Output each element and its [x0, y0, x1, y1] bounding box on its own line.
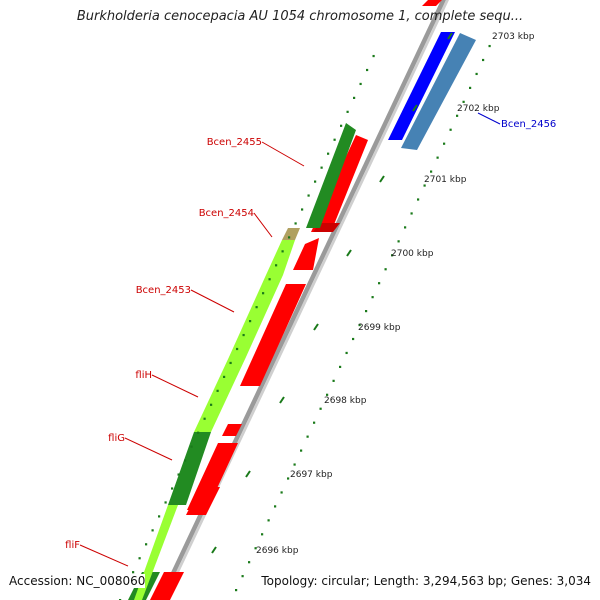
- tick-mark: [412, 104, 418, 112]
- gene-leader-line: [261, 141, 305, 167]
- tick-label: 2700 kbp: [391, 249, 434, 259]
- gene-label: Bcen_2453: [136, 285, 191, 296]
- gene-label: Bcen_2455: [207, 137, 262, 148]
- tick-mark: [313, 323, 319, 331]
- gene-leader-line: [190, 289, 235, 313]
- accession-label: Accession: NC_008060: [9, 574, 146, 588]
- tick-mark: [211, 546, 217, 554]
- tick-label: 2699 kbp: [358, 323, 401, 333]
- forward-strand-cds: [150, 0, 442, 600]
- gene-label: fliG: [108, 433, 125, 444]
- gene-label: Bcen_2456: [501, 119, 556, 130]
- gene-leader-line: [253, 212, 273, 238]
- reverse-strand-features: [128, 123, 356, 600]
- gene-label: fliH: [135, 370, 152, 381]
- gene-leader-line: [79, 544, 129, 567]
- tick-label: 2697 kbp: [290, 470, 333, 480]
- minor-ticks: [119, 44, 491, 600]
- fliH-feature: [194, 357, 246, 432]
- gene-leader-line: [151, 374, 199, 398]
- gene-label: Bcen_2454: [199, 208, 254, 219]
- map-title: Burkholderia cenocepacia AU 1054 chromos…: [76, 9, 524, 24]
- gene-label: fliF: [65, 540, 80, 551]
- tick-label: 2696 kbp: [256, 546, 299, 556]
- outer-strand-cds: [388, 32, 476, 150]
- tick-label: 2698 kbp: [324, 396, 367, 406]
- tick-label: 2703 kbp: [492, 32, 535, 42]
- fliG-cds: [240, 284, 306, 386]
- major-ticks: 2703 kbp 2702 kbp 2701 kbp 2700 kbp 2699 kbp…: [211, 32, 535, 556]
- gene-leader-line: [124, 437, 173, 461]
- tick-label: 2701 kbp: [424, 175, 467, 185]
- tick-mark: [379, 175, 385, 183]
- gene-leader-line: [477, 112, 501, 125]
- tick-mark: [279, 396, 285, 404]
- tick-mark: [245, 470, 251, 478]
- tick-label: 2702 kbp: [457, 104, 500, 114]
- genome-summary: Topology: circular; Length: 3,294,563 bp…: [261, 574, 591, 588]
- tick-mark: [346, 249, 352, 257]
- tick-mark: [447, 32, 453, 40]
- gene-labels: Bcen_2456 Bcen_2455 Bcen_2454 Bcen_2453 fliH…: [65, 112, 556, 567]
